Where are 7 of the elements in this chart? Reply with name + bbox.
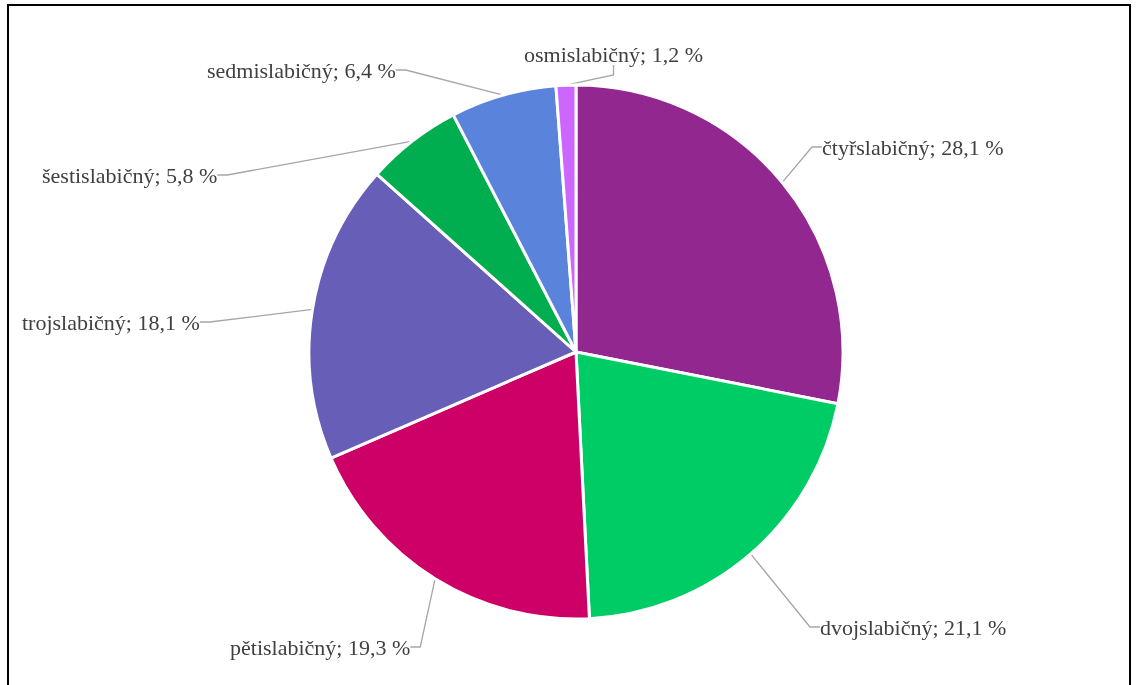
slice-label: čtyřslabičný; 28,1 % — [822, 134, 1004, 160]
slice-label: sedmislabičný; 6,4 % — [207, 57, 396, 83]
slice-label: trojslabičný; 18,1 % — [22, 309, 200, 335]
slice-label: šestislabičný; 5,8 % — [42, 162, 218, 188]
slice-label: pětislabičný; 19,3 % — [230, 634, 411, 660]
slice-label: dvojslabičný; 21,1 % — [820, 614, 1007, 640]
slice-label: osmislabičný; 1,2 % — [524, 41, 704, 67]
